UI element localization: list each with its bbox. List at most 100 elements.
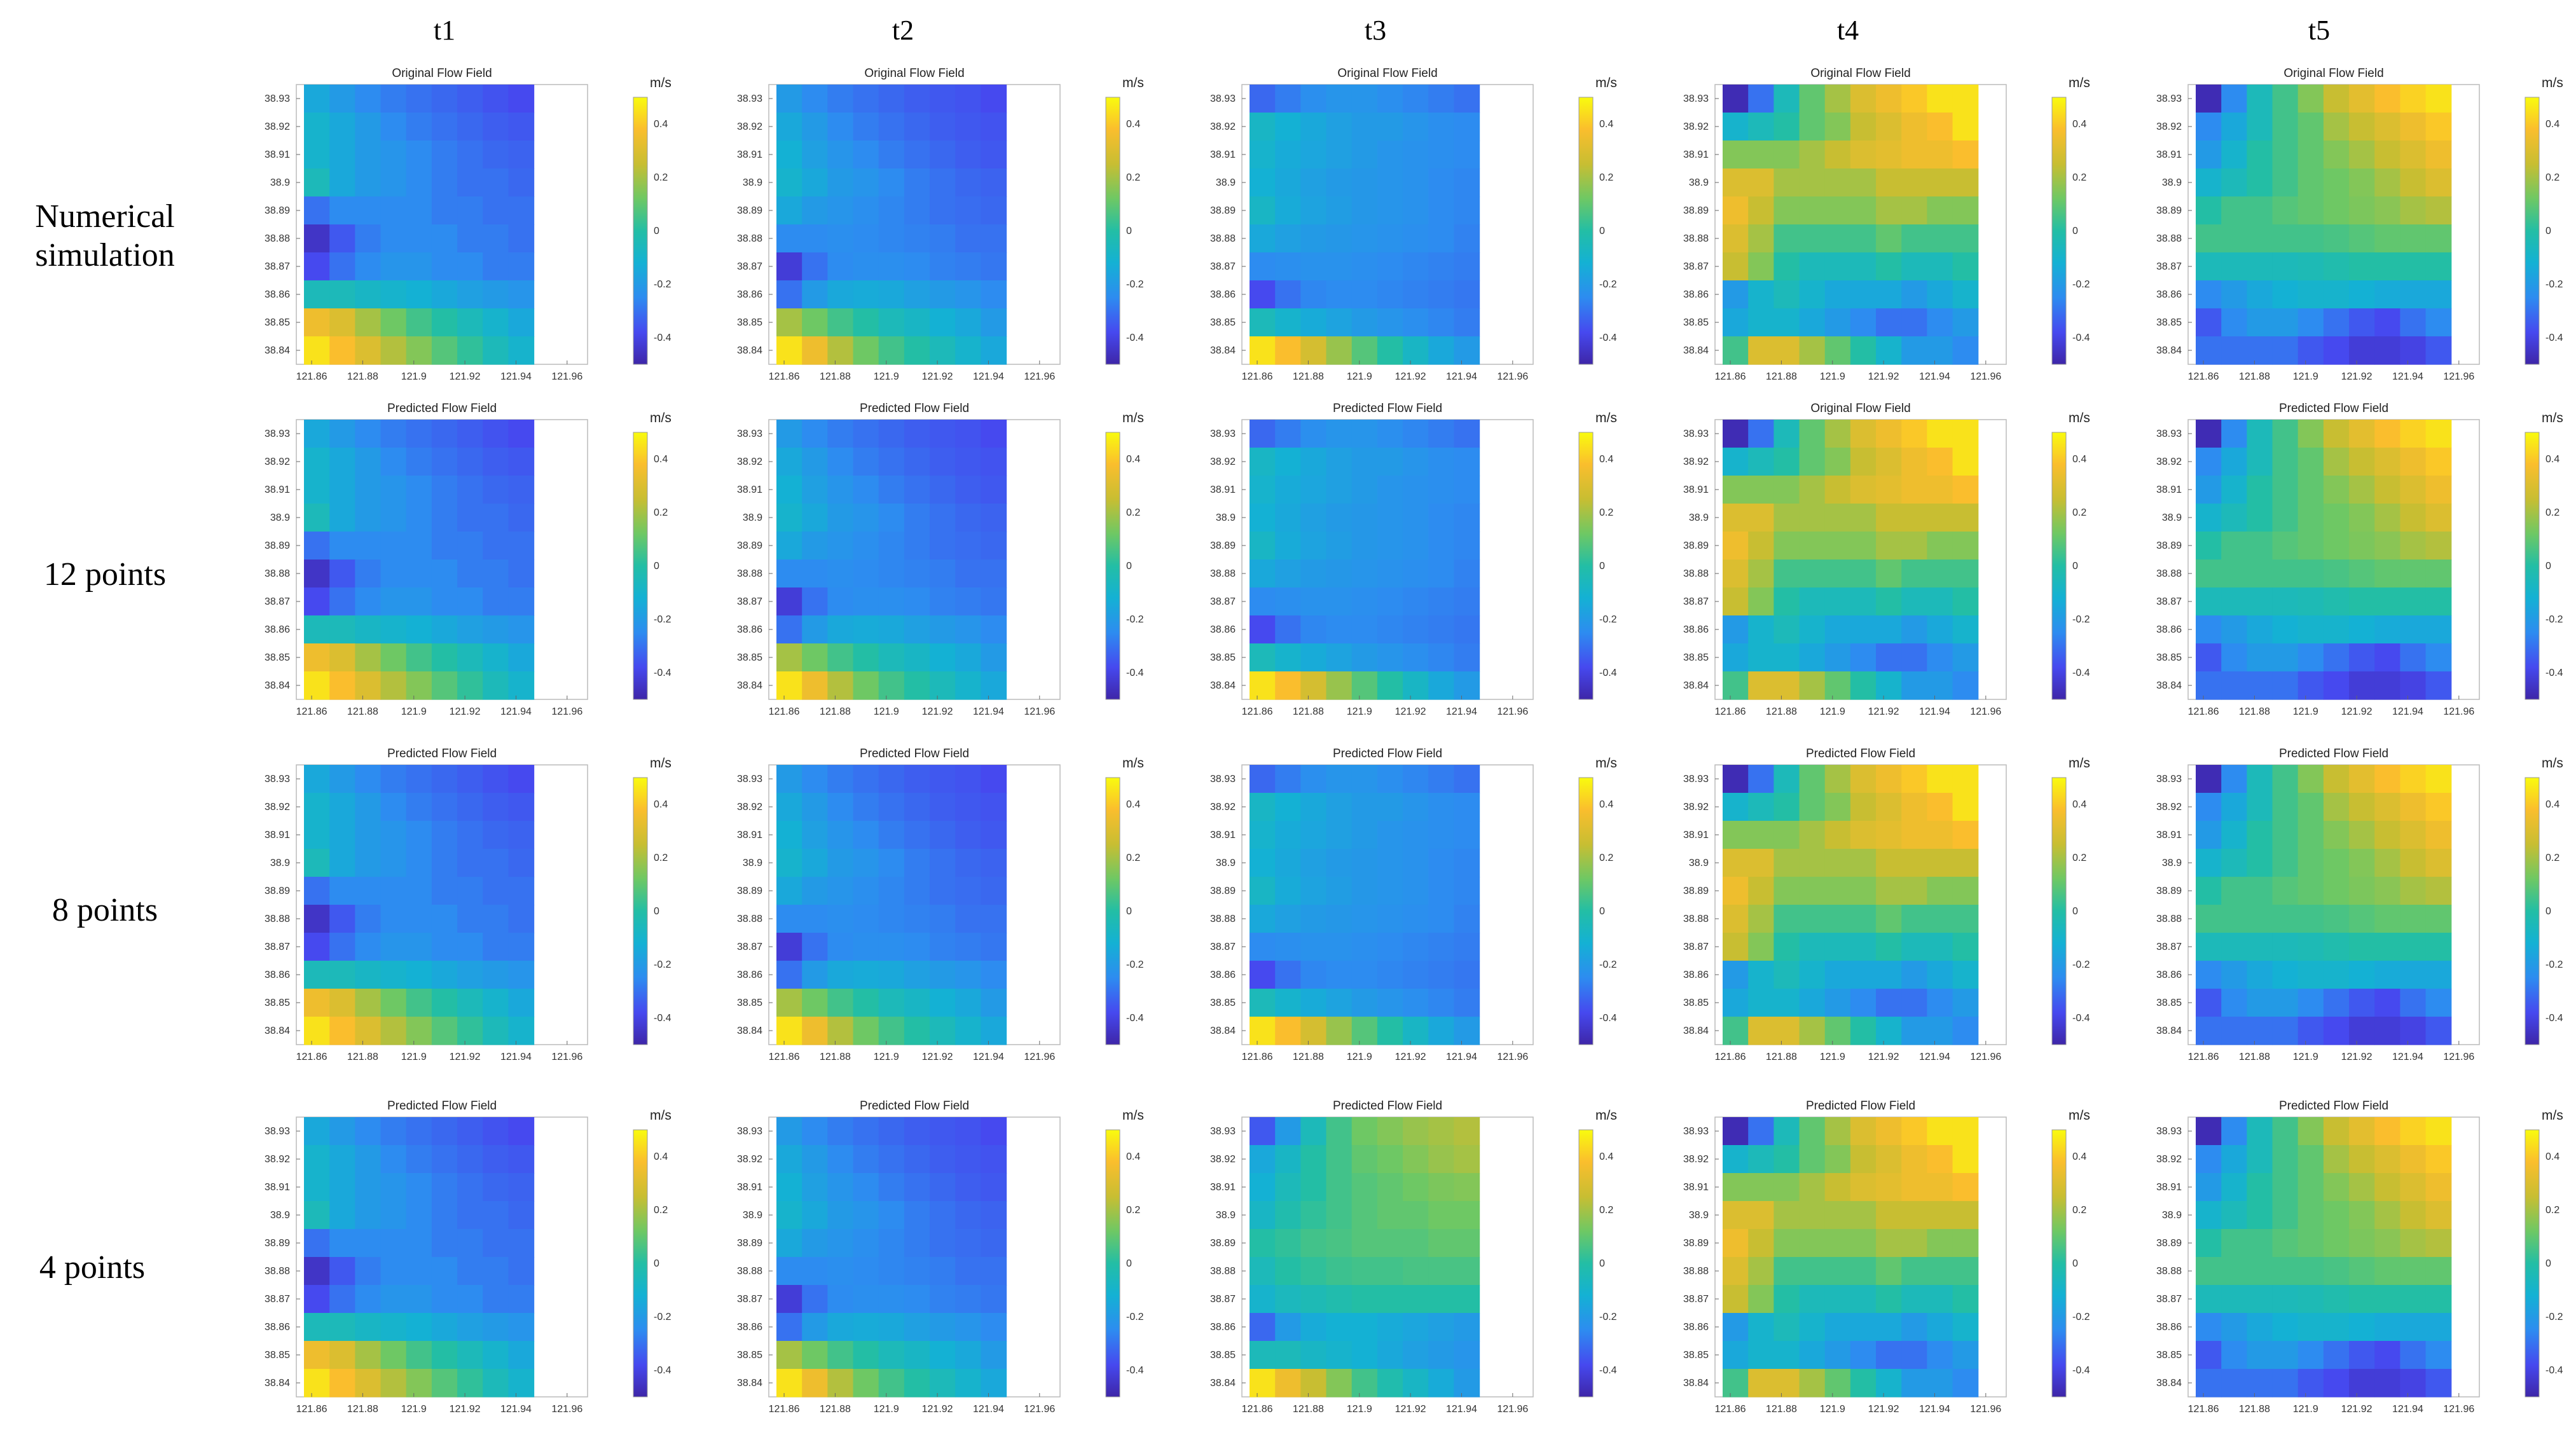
- heatmap-cell: [1250, 280, 1276, 309]
- heatmap-cell: [1377, 1201, 1403, 1230]
- heatmap-cell: [2400, 821, 2427, 849]
- heatmap-cell: [1799, 196, 1826, 225]
- heatmap-cell: [304, 85, 330, 113]
- heatmap-cell: [1300, 1017, 1327, 1045]
- heatmap-cell: [1952, 1117, 1979, 1146]
- heatmap-cell: [2297, 643, 2324, 672]
- heatmap-cell: [2297, 1341, 2324, 1370]
- colorbar-tick-label: 0: [2545, 1258, 2551, 1269]
- heatmap-cell: [1428, 113, 1455, 141]
- x-tick-label: 121.94: [2392, 706, 2423, 717]
- heatmap-cell: [1403, 793, 1429, 821]
- heatmap-cell: [853, 671, 879, 700]
- x-tick-label: 121.88: [2239, 1052, 2270, 1062]
- y-tick-label: 38.88: [1683, 914, 1709, 924]
- heatmap-cell: [878, 1341, 905, 1370]
- heatmap-cell: [2221, 989, 2247, 1017]
- heatmap-cell: [1927, 905, 1953, 933]
- heatmap-cell: [508, 113, 535, 141]
- heatmap-cell: [802, 224, 828, 253]
- heatmap-cell: [776, 1257, 802, 1286]
- heatmap-cell: [930, 877, 956, 905]
- heatmap-cell: [1250, 1285, 1276, 1314]
- x-tick-label: 121.96: [1497, 371, 1528, 382]
- heatmap-cell: [304, 1145, 330, 1174]
- heatmap-cell: [483, 532, 509, 560]
- heatmap-cell: [2349, 196, 2375, 225]
- heatmap-cell: [1876, 1341, 1902, 1370]
- x-tick-label: 121.94: [1446, 371, 1477, 382]
- heatmap-cell: [1351, 1285, 1378, 1314]
- heatmap-cell: [2297, 905, 2324, 933]
- heatmap-cell: [1748, 224, 1774, 253]
- heatmap-cell: [2272, 85, 2299, 113]
- heatmap-cell: [1876, 821, 1902, 849]
- y-tick-label: 38.84: [1210, 345, 1236, 356]
- y-tick-label: 38.89: [2156, 540, 2182, 551]
- heatmap-cell: [2425, 989, 2452, 1017]
- heatmap-cell: [1927, 168, 1953, 197]
- heatmap-cell: [431, 1257, 458, 1286]
- heatmap-cell: [1824, 476, 1851, 504]
- heatmap-cell: [457, 643, 483, 672]
- heatmap-cell: [2297, 961, 2324, 989]
- x-tick-label: 121.9: [1820, 706, 1845, 717]
- heatmap-cell: [355, 504, 382, 532]
- heatmap-cell: [2374, 615, 2401, 644]
- heatmap-cell: [329, 113, 355, 141]
- heatmap-cell: [2323, 448, 2350, 476]
- colorbar-unit: m/s: [1595, 1108, 1617, 1123]
- heatmap-cell: [1250, 141, 1276, 169]
- heatmap-cell: [2425, 643, 2452, 672]
- heatmap-cell: [2196, 989, 2222, 1017]
- heatmap-cell: [853, 532, 879, 560]
- y-tick-label: 38.89: [737, 540, 762, 551]
- heatmap-cell: [1326, 1313, 1353, 1342]
- heatmap-cell: [2221, 821, 2247, 849]
- heatmap-cell: [955, 643, 982, 672]
- heatmap-cell: [1927, 532, 1953, 560]
- colorbar-tick-label: 0.2: [2072, 853, 2086, 863]
- heatmap-cell: [2247, 587, 2273, 616]
- heatmap-cell: [431, 793, 458, 821]
- heatmap-cell: [2272, 1173, 2299, 1202]
- y-tick-label: 38.89: [1683, 886, 1709, 896]
- y-tick-label: 38.91: [1210, 484, 1236, 495]
- heatmap-cell: [483, 933, 509, 961]
- heatmap-cell: [508, 849, 535, 877]
- heatmap-cell: [355, 961, 382, 989]
- y-tick-label: 38.91: [1683, 830, 1709, 841]
- heatmap-cell: [380, 85, 407, 113]
- heatmap-cell: [1824, 877, 1851, 905]
- heatmap-cell: [1799, 1285, 1826, 1314]
- heatmap-cell: [355, 280, 382, 309]
- heatmap-cell: [2425, 336, 2452, 365]
- heatmap-cell: [1850, 989, 1877, 1017]
- heatmap-cell: [853, 420, 879, 448]
- heatmap-cell: [2221, 1313, 2247, 1342]
- heatmap-cell: [1428, 1229, 1455, 1258]
- heatmap-cell: [1428, 933, 1455, 961]
- heatmap-cell: [304, 1257, 330, 1286]
- heatmap-cell: [1377, 336, 1403, 365]
- heatmap-cell: [457, 1145, 483, 1174]
- heatmap-cell: [431, 1117, 458, 1146]
- heatmap-cell: [457, 448, 483, 476]
- heatmap-cell: [904, 849, 930, 877]
- colorbar-tick-label: 0.2: [1126, 853, 1140, 863]
- heatmap-cell: [1723, 989, 1749, 1017]
- y-tick-label: 38.87: [1210, 942, 1236, 952]
- heatmap-cell: [1748, 1229, 1774, 1258]
- y-tick-label: 38.88: [1683, 233, 1709, 244]
- heatmap-cell: [1351, 85, 1378, 113]
- heatmap-cell: [1748, 821, 1774, 849]
- heatmap-cell: [1952, 85, 1979, 113]
- heatmap-cell: [1275, 821, 1301, 849]
- heatmap-cell: [2400, 905, 2427, 933]
- heatmap-cell: [457, 905, 483, 933]
- heatmap-cell: [508, 1229, 535, 1258]
- heatmap-cell: [1300, 168, 1327, 197]
- colorbar-tick-label: 0.2: [2072, 172, 2086, 183]
- heatmap-cell: [2323, 1229, 2350, 1258]
- colorbar: [2524, 777, 2540, 1045]
